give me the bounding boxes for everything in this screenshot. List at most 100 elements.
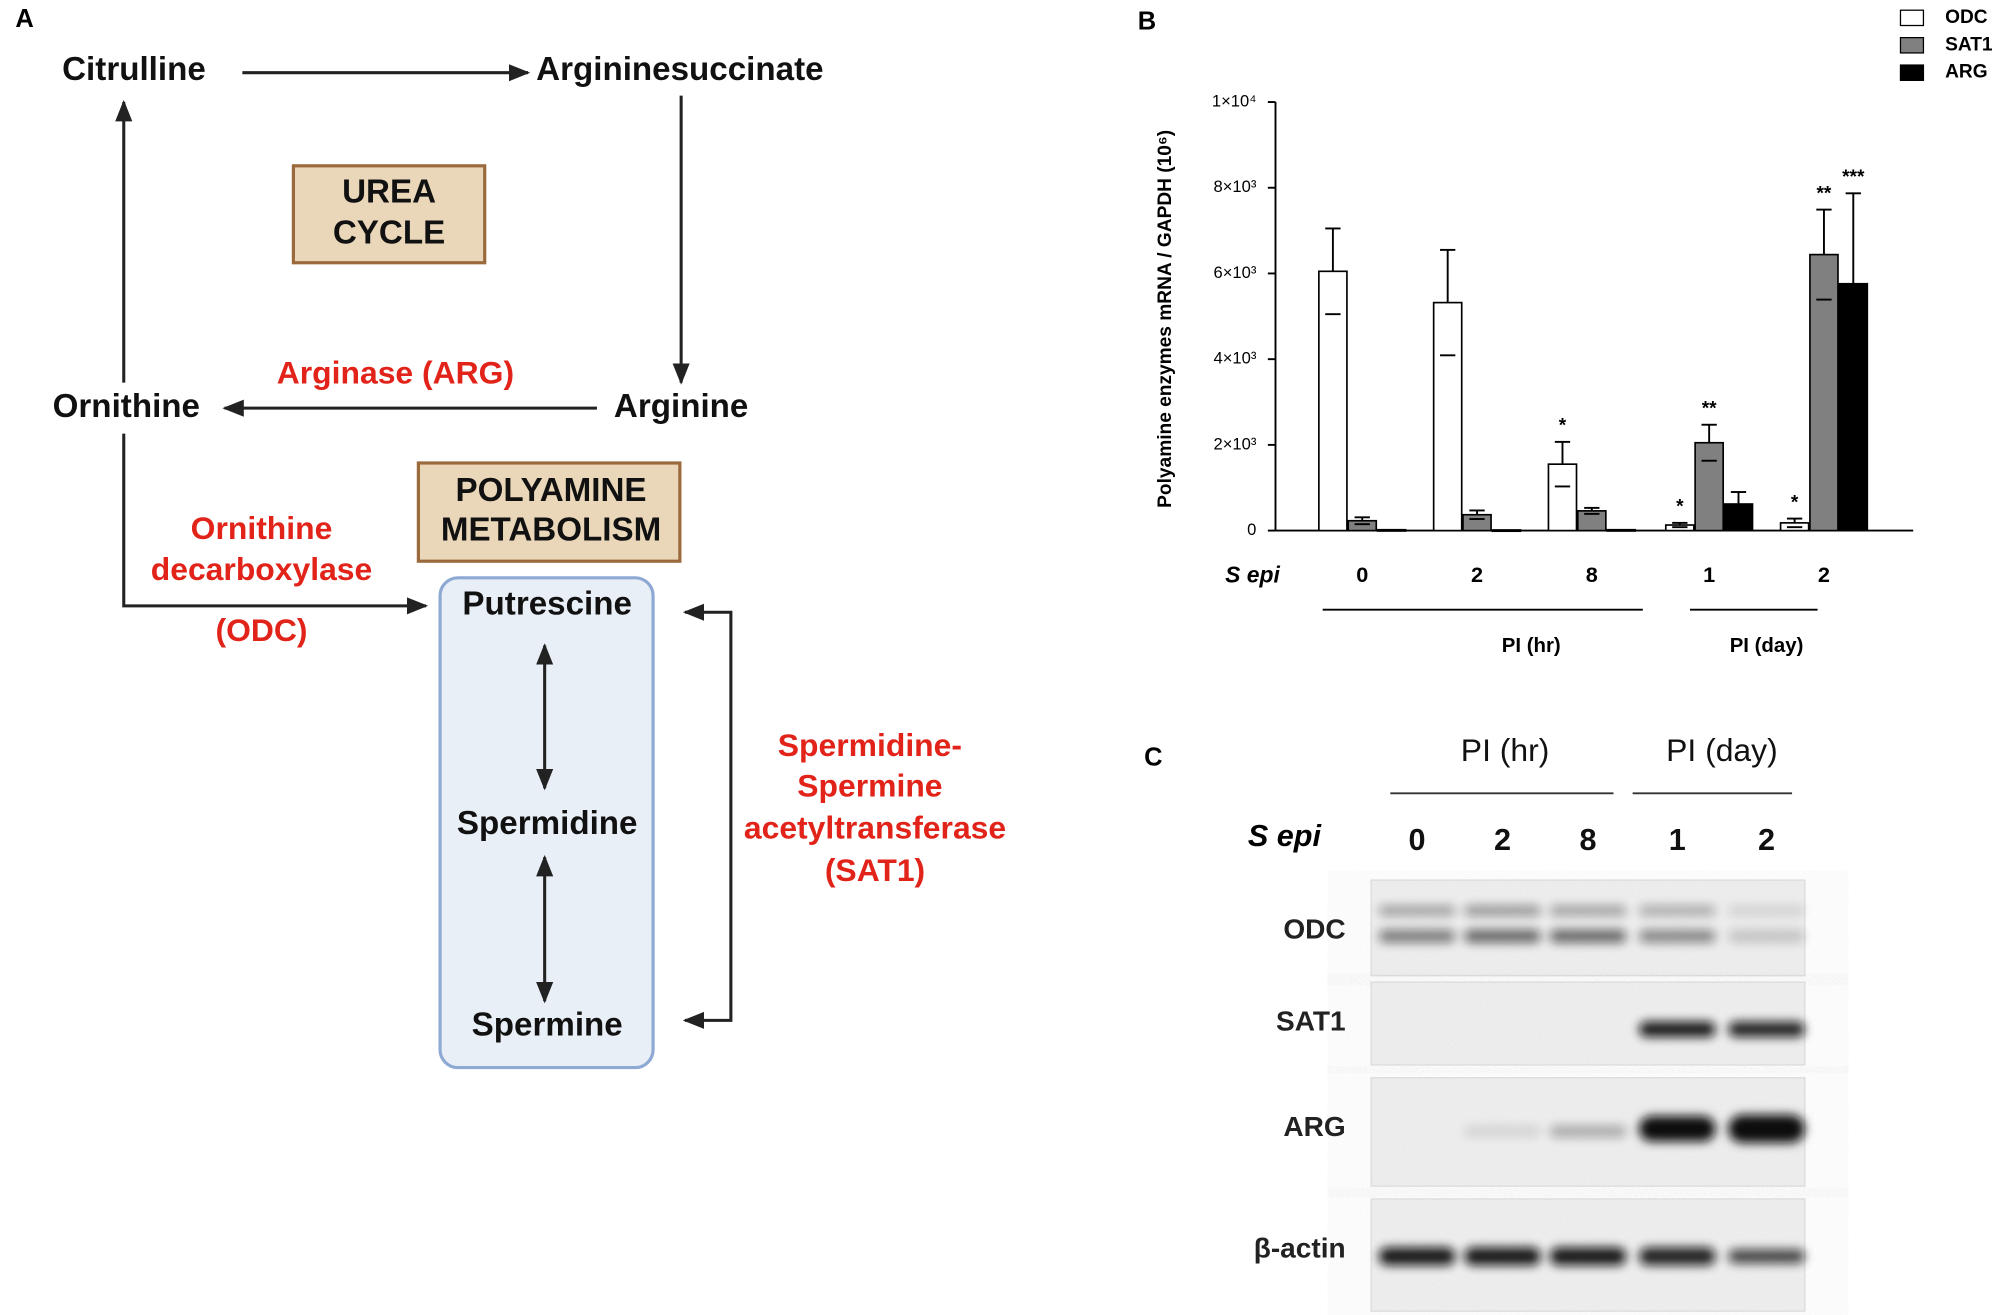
bar-chart: 0 2×10³ 4×10³ 6×10³ 8×10³ 1×10⁴ 0 2 8 1 2 PI (hr) PI… — [1212, 7, 1993, 657]
group-label: PI (hr) — [1502, 635, 1561, 657]
blot-band — [1728, 929, 1805, 943]
bar — [1838, 282, 1869, 532]
node-label: Citrulline — [62, 51, 206, 88]
node-label: Ornithine — [53, 388, 200, 425]
blot-row-label: β-actin — [1254, 1232, 1346, 1263]
y-tick-label: 8×10³ — [1213, 177, 1256, 196]
blot-row-label: ODC — [1283, 913, 1345, 944]
bar — [1809, 253, 1839, 532]
box-label: CYCLE — [333, 214, 445, 251]
legend-label: ARG — [1945, 62, 1988, 83]
node-label: Argininesuccinate — [536, 51, 823, 88]
legend-swatch — [1899, 9, 1925, 27]
legend-swatch — [1899, 64, 1925, 81]
error-bar — [1672, 521, 1688, 529]
enzyme-label: acetyltransferase — [744, 810, 1006, 846]
blot-band — [1728, 1249, 1805, 1264]
panel-label: B — [1138, 8, 1156, 36]
blot-band — [1464, 1126, 1541, 1137]
bar — [1694, 441, 1725, 532]
node-label: Spermine — [472, 1007, 623, 1044]
urea-box — [291, 164, 487, 265]
error-bar — [1816, 208, 1832, 301]
y-tick-label: 1×10⁴ — [1212, 91, 1256, 110]
blot-group-label: PI (hr) — [1461, 732, 1550, 768]
lane-axis-label: S epi — [1248, 819, 1323, 853]
y-tick-label: 6×10³ — [1213, 263, 1256, 282]
y-tick-label: 4×10³ — [1213, 349, 1256, 368]
y-tick-label: 2×10³ — [1213, 434, 1256, 453]
blot-band — [1639, 1021, 1716, 1037]
y-axis-label: Polyamine enzymes mRNA / GAPDH (10⁶) — [1155, 130, 1176, 508]
blot-group-label: PI (day) — [1666, 732, 1778, 768]
blot-band — [1464, 905, 1541, 916]
y-tick-label: 0 — [1247, 520, 1256, 539]
lane-label: 2 — [1758, 823, 1775, 857]
enzyme-label: Ornithine — [191, 510, 333, 546]
blot-band — [1639, 905, 1716, 916]
western-blot: PI (hr) PI (day) 0 2 8 1 2 ODC SAT1 ARG β-actin — [1254, 732, 1806, 1312]
bar — [1547, 463, 1578, 532]
blot-band — [1378, 929, 1456, 943]
blot-band — [1639, 929, 1716, 943]
x-tick-label: 0 — [1356, 562, 1368, 587]
significance-label: ** — [1702, 398, 1717, 419]
bar — [1723, 503, 1754, 532]
blot-band — [1464, 1247, 1541, 1266]
lane-label: 0 — [1409, 823, 1426, 857]
significance-label: * — [1791, 492, 1799, 513]
bar — [1606, 528, 1637, 532]
blot-noise — [1371, 880, 1805, 976]
blot-band — [1728, 1114, 1805, 1143]
lane-label: 2 — [1494, 823, 1511, 857]
legend-label: SAT1 — [1945, 34, 1993, 55]
box-label: UREA — [342, 174, 436, 211]
blot-band — [1728, 1021, 1805, 1037]
bar — [1432, 301, 1463, 532]
polyamine-container — [438, 576, 655, 1070]
lane-label: 1 — [1669, 823, 1686, 857]
enzyme-label: Arginase (ARG) — [277, 354, 514, 390]
blot-band — [1549, 1125, 1627, 1138]
polyamine-box — [416, 461, 682, 563]
node-label: Arginine — [614, 388, 748, 425]
box-label: METABOLISM — [441, 512, 661, 549]
enzyme-label: (SAT1) — [825, 852, 925, 888]
enzyme-label: Spermine — [797, 768, 942, 804]
blot-band — [1464, 929, 1541, 943]
significance-label: *** — [1842, 167, 1865, 188]
legend-swatch — [1899, 36, 1925, 54]
x-tick-label: 2 — [1471, 562, 1483, 587]
bar — [1491, 529, 1522, 533]
panel-label: A — [15, 5, 33, 33]
enzyme-label: Spermidine- — [778, 727, 962, 763]
error-bar — [1469, 509, 1485, 520]
node-label: Spermidine — [457, 805, 638, 842]
enzyme-label: (ODC) — [215, 612, 307, 648]
blot-band — [1378, 905, 1456, 916]
significance-label: * — [1559, 416, 1567, 437]
error-bar — [1845, 192, 1861, 376]
enzyme-label: decarboxylase — [151, 551, 372, 587]
blot-band — [1639, 1247, 1716, 1266]
arrow — [682, 603, 733, 1029]
blot-band — [1639, 1116, 1716, 1142]
error-bar — [1440, 248, 1456, 357]
error-bar — [1354, 516, 1370, 526]
group-label: PI (day) — [1730, 635, 1804, 657]
error-bar — [1730, 491, 1747, 517]
error-bar — [1786, 517, 1803, 529]
bar — [1347, 519, 1378, 532]
bar — [1462, 513, 1492, 532]
panel-label: C — [1144, 744, 1162, 772]
error-bar — [1584, 506, 1600, 515]
x-tick-label: 2 — [1818, 562, 1830, 587]
node-label: Putrescine — [462, 586, 632, 623]
blot-band — [1549, 929, 1627, 943]
arrow — [122, 433, 429, 615]
x-tick-label: 1 — [1703, 562, 1715, 587]
category-axis-label: S epi — [1225, 562, 1280, 588]
bar — [1318, 270, 1348, 532]
